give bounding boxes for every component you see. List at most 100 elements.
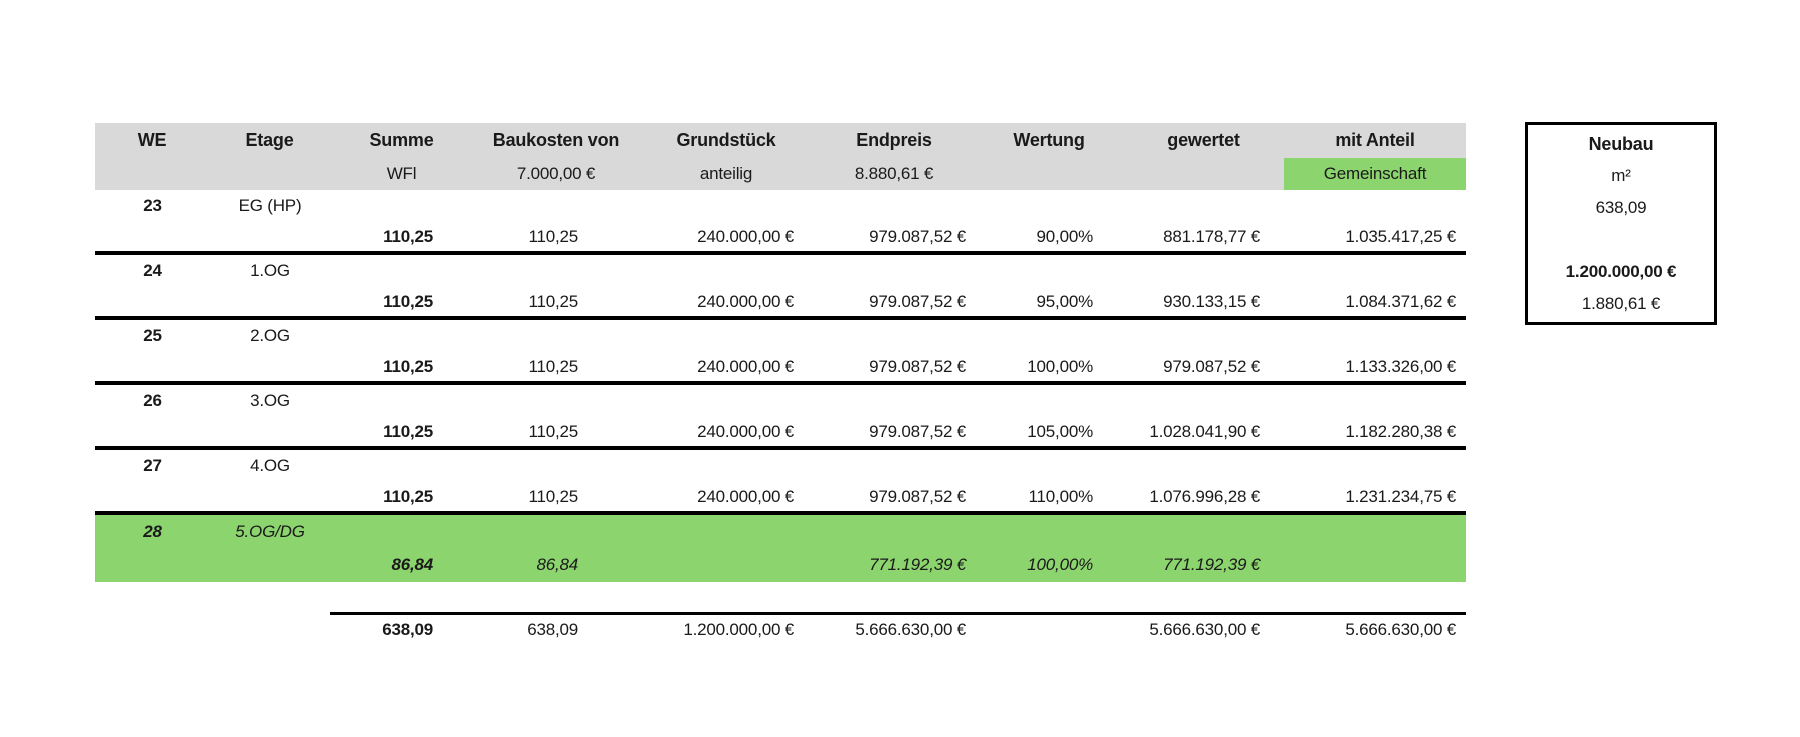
summe-cell: 110,25 bbox=[383, 356, 433, 376]
grundstueck-cell bbox=[588, 548, 804, 582]
total-grundstueck: 1.200.000,00 € bbox=[588, 612, 804, 645]
endpreis-cell: 979.087,52 € bbox=[869, 486, 966, 506]
baukosten-cell: 110,25 bbox=[528, 486, 578, 506]
total-area: 638,09 bbox=[1595, 198, 1647, 217]
mit-anteil-cell: 1.035.417,25 € bbox=[1345, 226, 1456, 246]
table-row-we27: 27 4.OG 110,25 110,25 240.000,00 € 979.0… bbox=[95, 450, 1466, 515]
neubau-title: Neubau bbox=[1588, 133, 1654, 154]
table-row-we28-highlighted: 28 5.OG/DG 86,84 86,84 771.192,39 € 100,… bbox=[95, 515, 1466, 582]
gewertet-cell: 771.192,39 € bbox=[1163, 555, 1260, 574]
we-cell: 24 bbox=[143, 261, 162, 280]
we-cell: 28 bbox=[143, 521, 162, 541]
subheader-wfl: WFl bbox=[386, 164, 417, 183]
empty-cell bbox=[95, 612, 210, 645]
table-header-band: WE Etage Summe Baukosten von Grundstück … bbox=[95, 123, 1466, 190]
summe-cell: 110,25 bbox=[383, 291, 433, 311]
table-row-we23: 23 EG (HP) 110,25 110,25 240.000,00 € 97… bbox=[95, 190, 1466, 255]
totals-row: 638,09 638,09 1.200.000,00 € 5.666.630,0… bbox=[95, 612, 1466, 645]
total-mit-anteil: 5.666.630,00 € bbox=[1270, 612, 1466, 645]
baukosten-cell: 110,25 bbox=[528, 226, 578, 246]
total-summe: 638,09 bbox=[330, 612, 443, 645]
endpreis-cell: 979.087,52 € bbox=[869, 291, 966, 311]
mit-anteil-cell: 1.084.371,62 € bbox=[1345, 291, 1456, 311]
header-we: WE bbox=[137, 130, 167, 150]
we-cell: 26 bbox=[143, 391, 162, 410]
header-summe: Summe bbox=[369, 130, 434, 150]
subheader-gemeinschaft: Gemeinschaft bbox=[1284, 158, 1466, 190]
wertung-cell: 90,00% bbox=[1036, 226, 1094, 246]
gewertet-cell: 1.076.996,28 € bbox=[1149, 486, 1260, 506]
we-cell: 27 bbox=[143, 456, 162, 475]
grundstueck-cell: 240.000,00 € bbox=[697, 226, 794, 246]
subheader-baukosten-rate: 7.000,00 € bbox=[516, 164, 596, 183]
gewertet-cell: 930.133,15 € bbox=[1163, 291, 1260, 311]
total-endpreis: 5.666.630,00 € bbox=[804, 612, 976, 645]
wertung-cell: 110,00% bbox=[1028, 486, 1094, 506]
subheader-gewertet bbox=[1123, 158, 1284, 190]
wertung-cell: 105,00% bbox=[1027, 421, 1093, 441]
header-endpreis: Endpreis bbox=[856, 130, 932, 150]
summe-cell: 86,84 bbox=[391, 555, 433, 574]
endpreis-cell: 771.192,39 € bbox=[869, 555, 966, 574]
subheader-anteilig: anteilig bbox=[699, 164, 753, 183]
endpreis-cell: 979.087,52 € bbox=[869, 356, 966, 376]
wertung-cell: 100,00% bbox=[1027, 555, 1093, 574]
mit-anteil-cell bbox=[1270, 548, 1466, 582]
table-row-we26: 26 3.OG 110,25 110,25 240.000,00 € 979.0… bbox=[95, 385, 1466, 450]
header-grundstueck: Grundstück bbox=[676, 130, 776, 150]
empty-line bbox=[1528, 224, 1714, 256]
total-price: 1.200.000,00 € bbox=[1565, 262, 1677, 281]
etage-cell: 2.OG bbox=[250, 326, 290, 345]
subheader-we bbox=[95, 158, 209, 190]
endpreis-cell: 979.087,52 € bbox=[869, 421, 966, 441]
header-wertung: Wertung bbox=[1013, 130, 1085, 150]
baukosten-cell: 86,84 bbox=[536, 555, 578, 574]
mit-anteil-cell: 1.182.280,38 € bbox=[1345, 421, 1456, 441]
header-baukosten: Baukosten von bbox=[492, 130, 620, 150]
header-mit-anteil: mit Anteil bbox=[1335, 130, 1415, 150]
mit-anteil-cell: 1.133.326,00 € bbox=[1345, 356, 1456, 376]
subheader-etage bbox=[209, 158, 330, 190]
etage-cell: 4.OG bbox=[250, 456, 290, 475]
header-gewertet: gewertet bbox=[1167, 130, 1240, 150]
etage-cell: EG (HP) bbox=[238, 196, 302, 215]
baukosten-cell: 110,25 bbox=[528, 291, 578, 311]
mit-anteil-cell: 1.231.234,75 € bbox=[1345, 486, 1456, 506]
baukosten-cell: 110,25 bbox=[528, 421, 578, 441]
total-baukosten: 638,09 bbox=[443, 612, 588, 645]
table-row-we25: 25 2.OG 110,25 110,25 240.000,00 € 979.0… bbox=[95, 320, 1466, 385]
summe-cell: 110,25 bbox=[383, 486, 433, 506]
total-gewertet: 5.666.630,00 € bbox=[1103, 612, 1270, 645]
summe-cell: 110,25 bbox=[383, 226, 433, 246]
empty-cell bbox=[210, 612, 330, 645]
wertung-cell: 100,00% bbox=[1027, 356, 1093, 376]
gewertet-cell: 1.028.041,90 € bbox=[1149, 421, 1260, 441]
table-subheader-row: WFl 7.000,00 € anteilig 8.880,61 € Gemei… bbox=[95, 158, 1466, 190]
gewertet-cell: 881.178,77 € bbox=[1163, 226, 1260, 246]
summe-cell: 110,25 bbox=[383, 421, 433, 441]
spacer bbox=[95, 582, 1466, 612]
endpreis-cell: 979.087,52 € bbox=[869, 226, 966, 246]
neubau-summary-box: Neubau m² 638,09 1.200.000,00 € 1.880,61… bbox=[1525, 122, 1717, 325]
etage-cell: 5.OG/DG bbox=[235, 521, 305, 541]
cost-calculation-table: WE Etage Summe Baukosten von Grundstück … bbox=[95, 123, 1466, 645]
we-cell: 23 bbox=[143, 196, 162, 215]
wertung-cell: 95,00% bbox=[1036, 291, 1094, 311]
we-cell: 25 bbox=[143, 326, 162, 345]
grundstueck-cell: 240.000,00 € bbox=[697, 356, 794, 376]
grundstueck-cell: 240.000,00 € bbox=[697, 421, 794, 441]
unit-label: m² bbox=[1611, 166, 1631, 185]
table-row-we24: 24 1.OG 110,25 110,25 240.000,00 € 979.0… bbox=[95, 255, 1466, 320]
total-wertung bbox=[976, 612, 1103, 645]
etage-cell: 3.OG bbox=[250, 391, 290, 410]
subheader-wertung bbox=[975, 158, 1123, 190]
table-header-row: WE Etage Summe Baukosten von Grundstück … bbox=[95, 123, 1466, 158]
gewertet-cell: 979.087,52 € bbox=[1163, 356, 1260, 376]
baukosten-cell: 110,25 bbox=[528, 356, 578, 376]
header-etage: Etage bbox=[245, 130, 294, 150]
grundstueck-cell: 240.000,00 € bbox=[697, 486, 794, 506]
price-per-sqm: 1.880,61 € bbox=[1581, 294, 1661, 313]
subheader-endpreis-rate: 8.880,61 € bbox=[854, 164, 934, 183]
etage-cell: 1.OG bbox=[250, 261, 290, 280]
